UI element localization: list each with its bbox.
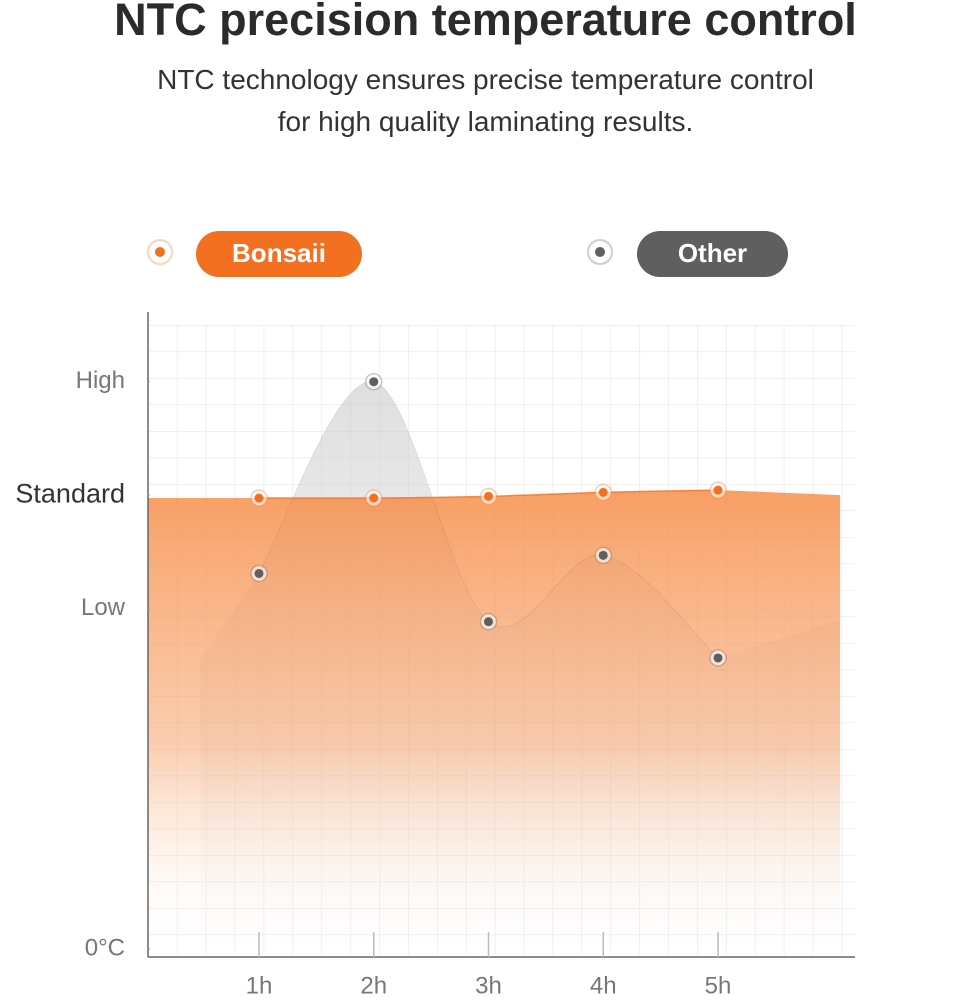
y-tick-label: Low: [81, 594, 126, 621]
title: NTC precision temperature control: [114, 0, 857, 45]
data-point: [713, 653, 723, 663]
legend-dot: [595, 247, 605, 257]
data-point: [369, 377, 379, 387]
area-fill: [148, 490, 840, 955]
legend-pill: [196, 231, 362, 277]
subtitle: NTC technology ensures precise temperatu…: [157, 64, 814, 95]
data-point: [598, 487, 608, 497]
legend-dot: [155, 247, 165, 257]
legend-label: Bonsaii: [232, 238, 326, 268]
data-point: [254, 568, 264, 578]
series-line: [258, 381, 719, 659]
subtitle: for high quality laminating results.: [277, 106, 694, 137]
y-tick-label: 0°C: [85, 934, 125, 961]
legend-pill: [637, 231, 788, 277]
x-tick-label: 5h: [705, 972, 732, 999]
y-tick-label: High: [76, 367, 125, 394]
y-tick-label: Standard: [15, 478, 125, 508]
data-point: [254, 493, 264, 503]
x-tick-label: 4h: [590, 972, 617, 999]
x-tick-label: 2h: [360, 972, 387, 999]
x-tick-label: 1h: [246, 972, 273, 999]
legend-label: Other: [678, 238, 747, 268]
data-point: [713, 485, 723, 495]
data-point: [598, 550, 608, 560]
x-tick-label: 3h: [475, 972, 502, 999]
data-point: [484, 617, 493, 627]
data-point: [484, 491, 493, 501]
data-point: [369, 493, 379, 503]
